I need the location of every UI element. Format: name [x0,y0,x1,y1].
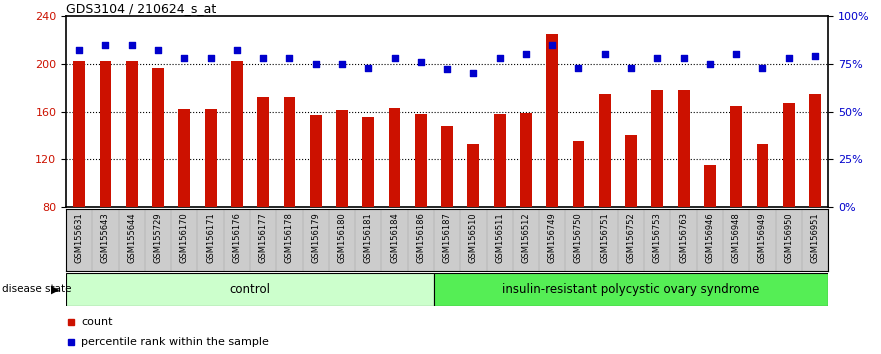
Point [414,59,428,65]
Bar [66,273,434,306]
Text: GSM156950: GSM156950 [784,212,793,263]
Text: GSM156753: GSM156753 [653,212,662,263]
Point [99,42,113,47]
Bar [204,109,217,303]
Point [388,55,402,61]
Point [72,47,86,53]
Text: GDS3104 / 210624_s_at: GDS3104 / 210624_s_at [66,2,217,15]
Text: disease state: disease state [2,284,71,295]
Point [808,53,822,59]
Bar [546,34,559,303]
Text: insulin-resistant polycystic ovary syndrome: insulin-resistant polycystic ovary syndr… [502,283,759,296]
Text: GSM156178: GSM156178 [285,212,294,263]
Bar [257,97,269,303]
Text: GSM156186: GSM156186 [417,212,426,263]
Text: GSM156946: GSM156946 [706,212,714,263]
Point [256,55,270,61]
Bar [415,114,426,303]
Text: GSM155729: GSM155729 [153,212,163,263]
Bar [310,115,322,303]
Bar [730,105,742,303]
Bar [441,126,453,303]
Bar [704,165,715,303]
Point [545,42,559,47]
Bar [468,144,479,303]
Point [492,55,507,61]
Bar [336,110,348,303]
Bar [179,109,190,303]
Bar [493,114,506,303]
Point [755,65,769,70]
Point [650,55,664,61]
Text: GSM156171: GSM156171 [206,212,215,263]
Point [177,55,191,61]
Text: control: control [230,283,270,296]
Point [204,55,218,61]
Text: GSM156751: GSM156751 [600,212,610,263]
Point [703,61,717,67]
Point [677,55,691,61]
Point [729,51,744,57]
Bar [757,144,768,303]
Text: GSM155644: GSM155644 [127,212,137,263]
Point [466,70,480,76]
Point [151,47,165,53]
Point [781,55,796,61]
Bar [73,61,85,303]
Bar [284,97,295,303]
Text: percentile rank within the sample: percentile rank within the sample [81,337,270,347]
Text: ▶: ▶ [51,284,60,295]
Bar [152,68,164,303]
Bar [434,273,828,306]
Point [308,61,322,67]
Point [440,67,454,72]
Point [283,55,297,61]
Text: GSM156184: GSM156184 [390,212,399,263]
Text: count: count [81,318,113,327]
Bar [783,103,795,303]
Text: GSM155631: GSM155631 [75,212,84,263]
Text: GSM156510: GSM156510 [469,212,478,263]
Text: GSM156511: GSM156511 [495,212,504,263]
Point [125,42,139,47]
Text: GSM156949: GSM156949 [758,212,767,263]
Text: GSM156181: GSM156181 [364,212,373,263]
Point [230,47,244,53]
Text: GSM155643: GSM155643 [101,212,110,263]
Bar [100,61,111,303]
Text: GSM156180: GSM156180 [337,212,346,263]
Bar [126,61,137,303]
Text: GSM156763: GSM156763 [679,212,688,263]
Text: GSM156179: GSM156179 [311,212,320,263]
Bar [809,93,821,303]
Text: GSM156749: GSM156749 [548,212,557,263]
Bar [573,141,584,303]
Bar [389,108,401,303]
Text: GSM156187: GSM156187 [442,212,452,263]
Bar [599,93,611,303]
Bar [677,90,690,303]
Point [624,65,638,70]
Bar [651,90,663,303]
Point [335,61,349,67]
Text: GSM156177: GSM156177 [259,212,268,263]
Text: GSM156176: GSM156176 [233,212,241,263]
Point [361,65,375,70]
Text: GSM156170: GSM156170 [180,212,189,263]
Point [597,51,611,57]
Text: GSM156512: GSM156512 [522,212,530,263]
Bar [231,61,243,303]
Text: GSM156951: GSM156951 [811,212,819,263]
Text: GSM156750: GSM156750 [574,212,583,263]
Point [519,51,533,57]
Point [572,65,586,70]
Bar [362,118,374,303]
Text: GSM156948: GSM156948 [731,212,741,263]
Text: GSM156752: GSM156752 [626,212,635,263]
Bar [520,113,532,303]
Bar [626,135,637,303]
